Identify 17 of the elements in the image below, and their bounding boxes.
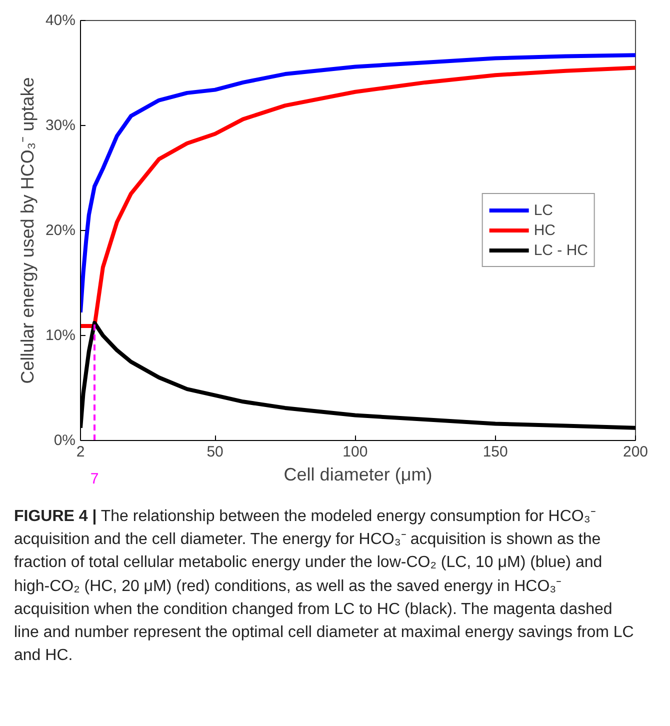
legend-label: LC xyxy=(534,202,554,218)
x-tick-label: 150 xyxy=(482,444,508,460)
x-axis-title: Cell diameter (μm) xyxy=(284,464,432,484)
y-tick-label: 20% xyxy=(45,222,76,239)
legend-label: HC xyxy=(534,222,556,238)
y-tick-label: 40% xyxy=(45,12,76,29)
y-tick-label: 10% xyxy=(45,327,76,344)
x-tick-label: 200 xyxy=(622,444,648,460)
x-tick-label: 2 xyxy=(76,444,85,460)
y-tick-label: 0% xyxy=(54,432,76,449)
ref-line-label: 7 xyxy=(90,470,99,488)
y-axis-title: Cellular energy used by HCO₃⁻ uptake xyxy=(17,77,38,384)
y-tick-label: 30% xyxy=(45,117,76,134)
legend-label: LC - HC xyxy=(534,242,588,258)
x-tick-label: 100 xyxy=(342,444,368,460)
x-tick-label: 50 xyxy=(206,444,224,460)
caption: FIGURE 4 | The relationship between the modeled energy consumption for HCO₃⁻ acquisition and the cell diameter. The energy for HCO₃⁻ acquisition is shown as the fraction of total cellular metabolic energy under the low-CO₂ (LC, 10 μM) (blue) and high-CO₂ (HC, 20 μM) (red) conditions, as well as the saved energy in HCO₃⁻ acquisition when the condition changed from LC to HC (black). The magenta dashed line and number represent the optimal cell diameter at maximal energy savings from LC and HC. xyxy=(14,507,634,666)
